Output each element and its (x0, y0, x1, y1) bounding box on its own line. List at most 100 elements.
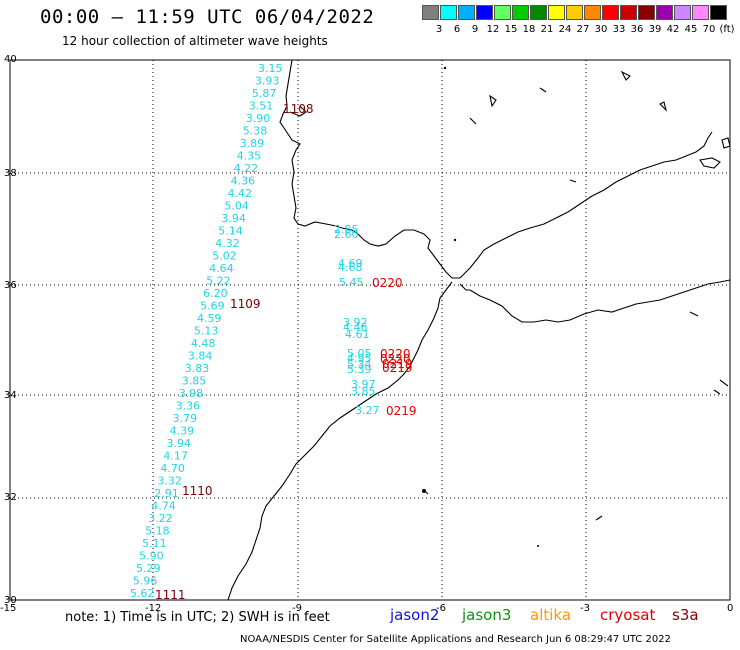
wave-value: 4.36 (231, 175, 256, 188)
wave-value: 6.20 (203, 287, 228, 300)
lat-label-40: 40 (4, 54, 17, 65)
pass-time-label: 1109 (230, 297, 261, 311)
wave-value: 4.48 (191, 337, 216, 350)
wave-value: 3.94 (167, 437, 192, 450)
pass-time-label: 1111 (155, 588, 186, 602)
wave-value: 4.46 (343, 321, 368, 334)
island-dots (422, 66, 539, 547)
legend-jason3: jason3 (462, 606, 512, 624)
scale-label: 21 (540, 24, 554, 35)
wave-value: 4.42 (228, 187, 253, 200)
scale-label: 27 (576, 24, 590, 35)
wave-value: 3.92 (343, 316, 368, 329)
scale-swatch (674, 5, 691, 20)
wave-value: 3.83 (185, 362, 210, 375)
wave-value: 5.87 (252, 87, 277, 100)
wave-value: 4.68 (338, 261, 363, 274)
scale-label: 3 (435, 24, 443, 35)
wave-value: 5.13 (194, 325, 219, 338)
lon-label-m6: -6 (436, 603, 446, 614)
pass-time-label: 0220 (372, 276, 403, 290)
lat-label-34: 34 (4, 390, 17, 401)
scale-label: 6 (453, 24, 461, 35)
wave-value: 5.62 (130, 587, 155, 600)
wave-value: 5.38 (243, 125, 267, 138)
legend-s3a: s3a (672, 606, 699, 624)
scale-label: 15 (504, 24, 518, 35)
wave-value: 4.17 (163, 450, 188, 463)
wave-value: 5.34 (347, 358, 372, 371)
wave-value: 2.60 (334, 228, 359, 241)
pass-time-label: 0219 (386, 404, 417, 418)
pass-time-label: 0219 (382, 357, 413, 371)
wave-value: 3.51 (249, 100, 273, 113)
wave-value: 5.14 (218, 225, 243, 238)
wave-value: 5.39 (347, 363, 372, 376)
legend-jason2: jason2 (390, 606, 440, 624)
scale-swatch (566, 5, 583, 20)
footer-note: note: 1) Time is in UTC; 2) SWH is in fe… (65, 610, 330, 625)
wave-value: 3.93 (255, 75, 280, 88)
track-west: 3.153.935.873.513.905.383.894.354.224.36… (130, 62, 283, 600)
wave-value: 5.69 (200, 300, 225, 313)
grid (10, 60, 730, 600)
scale-label: 45 (684, 24, 698, 35)
lon-label-m15: -15 (0, 603, 16, 614)
wave-value: 4.95 (347, 352, 372, 365)
wave-value: 4.70 (160, 462, 185, 475)
credit-line: NOAA/NESDIS Center for Satellite Applica… (240, 634, 671, 645)
wave-value: 3.89 (240, 137, 265, 150)
wave-value: 3.27 (355, 404, 380, 417)
scale-label: (ft) (719, 24, 735, 35)
wave-value: 5.11 (142, 537, 167, 550)
wave-value: 3.22 (148, 512, 173, 525)
lon-label-m9: -9 (292, 603, 302, 614)
lat-label-32: 32 (4, 492, 17, 503)
wave-value: 5.29 (136, 562, 161, 575)
wave-value: 3.85 (182, 375, 207, 388)
scale-swatch (458, 5, 475, 20)
scale-swatch (422, 5, 439, 20)
scale-label: 42 (666, 24, 680, 35)
scale-label: 9 (471, 24, 479, 35)
scale-swatch (530, 5, 547, 20)
pass-time-label: 0219 (382, 361, 413, 375)
wave-value: 3.79 (173, 412, 198, 425)
scale-label: 70 (702, 24, 716, 35)
scale-swatch (512, 5, 529, 20)
wave-value: 4.35 (237, 150, 262, 163)
scale-label: 18 (522, 24, 536, 35)
lon-label-m12: -12 (145, 603, 161, 614)
scale-label: 30 (594, 24, 608, 35)
pass-time-label: 0220 (380, 347, 411, 361)
scale-label: 24 (558, 24, 572, 35)
pass-time-label: 1108 (283, 102, 314, 116)
wave-value: 5.18 (145, 525, 170, 538)
page-subtitle: 12 hour collection of altimeter wave hei… (62, 34, 328, 48)
scale-label: 33 (612, 24, 626, 35)
wave-value: 2.91 (154, 487, 179, 500)
wave-value: 5.04 (224, 200, 249, 213)
scale-swatch (710, 5, 727, 20)
wave-value: 3.90 (246, 112, 270, 125)
wave-value: 4.32 (215, 237, 240, 250)
wave-value: 4.61 (345, 328, 370, 341)
page-title: 00:00 – 11:59 UTC 06/04/2022 (40, 6, 375, 28)
scale-swatch (494, 5, 511, 20)
wave-value: 5.05 (347, 347, 372, 360)
track-east: 2.852.60 4.694.68 5.45 3.924.464.61 5.054.95… (334, 223, 380, 417)
lon-label-0: 0 (727, 603, 733, 614)
legend-cryosat: cryosat (600, 606, 656, 624)
coastline (227, 59, 731, 601)
pass-time-label: 1110 (182, 484, 213, 498)
scale-swatch (476, 5, 493, 20)
scale-label: 39 (648, 24, 662, 35)
legend-altika: altika (530, 606, 572, 624)
wave-value: 5.96 (133, 575, 158, 588)
wave-value: 5.90 (139, 550, 164, 563)
lat-label-30: 30 (4, 595, 17, 606)
wave-value: 4.39 (170, 425, 195, 438)
scale-label: 36 (630, 24, 644, 35)
